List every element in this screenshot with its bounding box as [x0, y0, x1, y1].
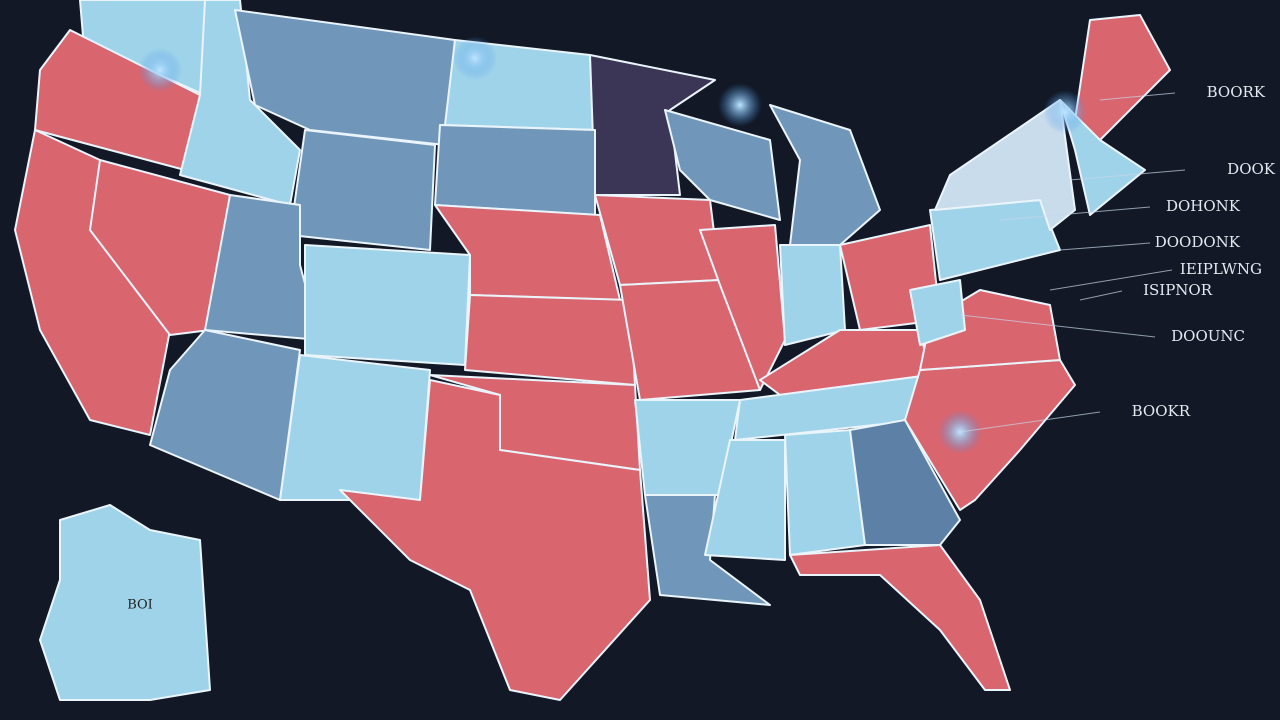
state — [339, 379, 651, 701]
map-label: BOOKR — [1132, 402, 1191, 420]
state — [39, 504, 211, 701]
glow-point — [453, 36, 497, 80]
connector-line — [1059, 242, 1151, 251]
state — [1059, 99, 1146, 216]
state — [279, 354, 431, 501]
map-label: DOODONK — [1155, 233, 1241, 251]
connector-line — [959, 314, 1156, 338]
connector-line — [999, 206, 1151, 221]
state — [149, 329, 301, 501]
state — [849, 419, 961, 546]
alaska-label: BOI — [127, 598, 153, 613]
connector-line — [1079, 290, 1123, 301]
state — [464, 294, 636, 386]
glow-point — [138, 48, 182, 92]
states — [14, 0, 1171, 701]
state — [664, 109, 781, 221]
map-label: DOOK — [1227, 160, 1276, 178]
glow-point — [1043, 90, 1087, 134]
map-label: IEIPLWNG — [1180, 260, 1262, 278]
state — [434, 124, 596, 216]
connector-lines — [959, 92, 1186, 433]
state — [909, 279, 966, 346]
map-label: BOORK — [1207, 83, 1266, 101]
state — [89, 159, 231, 336]
connector-line — [1049, 269, 1173, 291]
map-label: DOHONK — [1166, 197, 1241, 215]
state — [789, 544, 1011, 691]
map-label: ISIPNOR — [1143, 281, 1213, 299]
map-label: DOOUNC — [1171, 327, 1245, 345]
state — [699, 224, 786, 391]
state — [779, 244, 846, 346]
state — [304, 244, 471, 366]
state — [704, 439, 786, 561]
connector-line — [1099, 92, 1176, 101]
labels: BOORK DOOK DOHONK DOODONK IEIPLWNG ISIPNOR DOO… — [127, 83, 1276, 613]
connector-line — [1069, 169, 1186, 181]
state — [289, 129, 436, 251]
connector-line — [959, 411, 1101, 433]
glow-point — [718, 83, 762, 127]
